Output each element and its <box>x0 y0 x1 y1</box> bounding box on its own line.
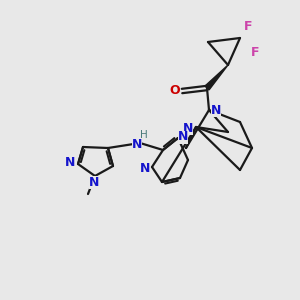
Text: N: N <box>178 130 188 143</box>
Text: N: N <box>65 155 75 169</box>
Text: N: N <box>89 176 99 188</box>
Text: N: N <box>183 122 193 134</box>
Polygon shape <box>205 65 228 90</box>
Text: F: F <box>244 20 252 32</box>
Text: O: O <box>170 85 180 98</box>
Text: N: N <box>140 161 150 175</box>
Text: H: H <box>140 130 148 140</box>
Text: F: F <box>251 46 259 59</box>
Text: N: N <box>132 137 142 151</box>
Text: N: N <box>211 103 221 116</box>
